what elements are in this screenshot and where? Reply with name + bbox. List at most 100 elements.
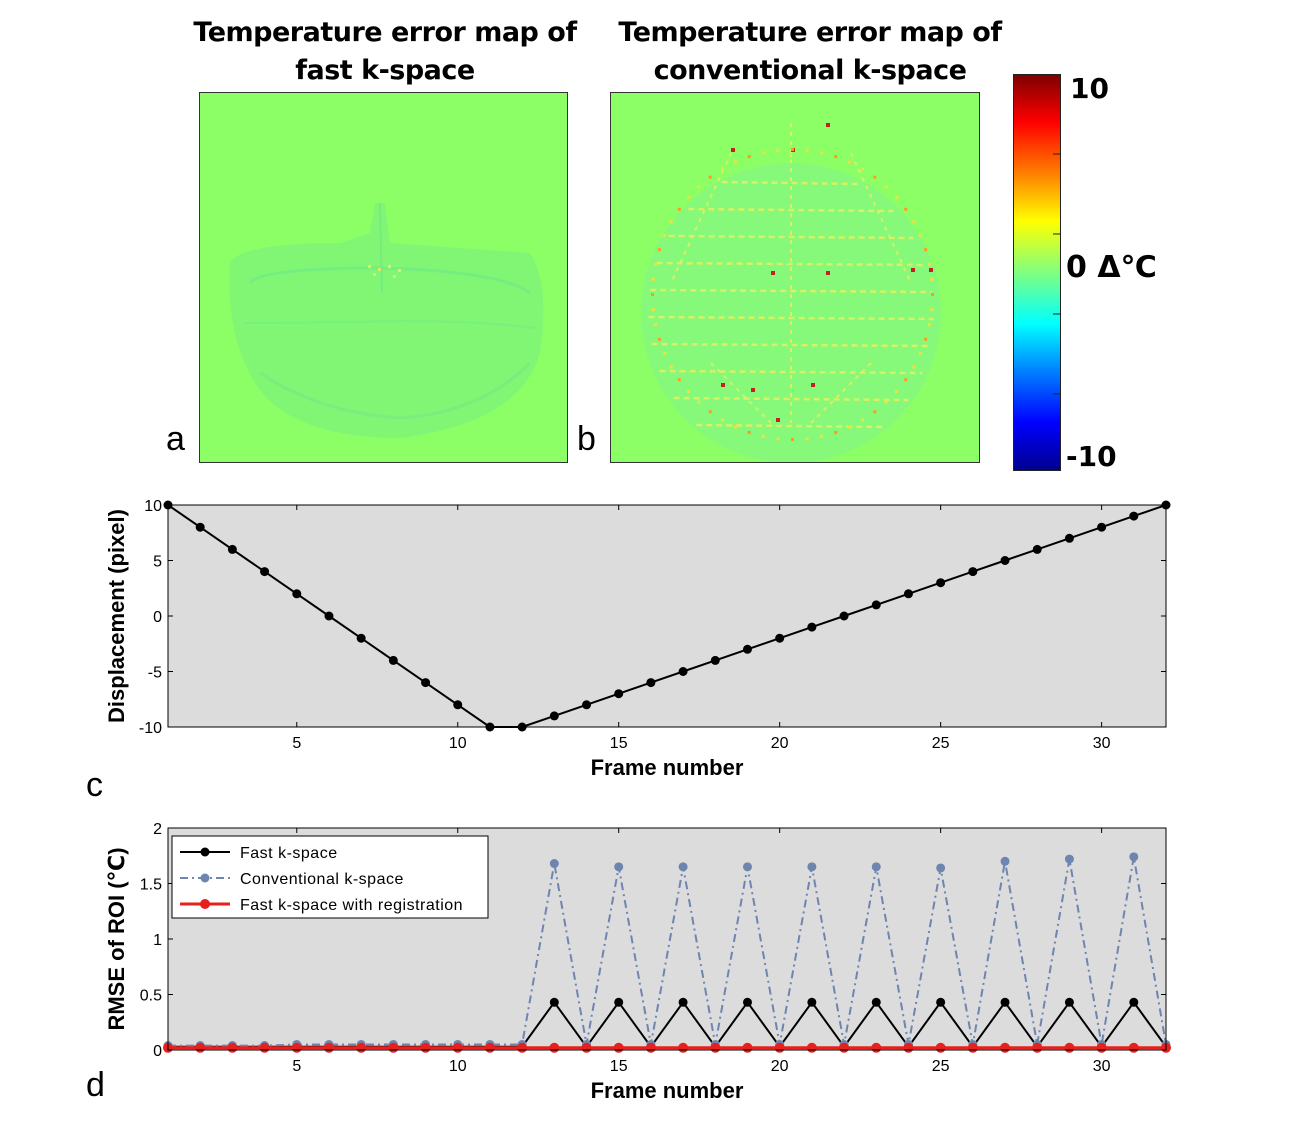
colorbar bbox=[1013, 74, 1061, 471]
panel-a-letter: a bbox=[166, 420, 185, 458]
data-point bbox=[1129, 997, 1139, 1007]
map-b-title-line1: Temperature error map of bbox=[618, 17, 1002, 48]
y-tick-label: -5 bbox=[148, 665, 162, 682]
data-point bbox=[935, 1042, 946, 1053]
data-point bbox=[774, 1042, 785, 1053]
y-tick-label: 0 bbox=[153, 1043, 162, 1060]
data-point bbox=[1032, 1042, 1043, 1053]
plot-area bbox=[168, 505, 1166, 727]
colorbar-max-label: 10 bbox=[1070, 72, 1109, 105]
data-point bbox=[356, 1042, 367, 1053]
data-point bbox=[936, 578, 946, 588]
data-point bbox=[742, 862, 752, 872]
data-point bbox=[614, 862, 624, 872]
data-point bbox=[614, 689, 624, 699]
data-point bbox=[1129, 852, 1139, 862]
x-tick-label: 25 bbox=[932, 735, 950, 752]
chart-d: 5 10 15 20 25 30 0 0.5 1 1.5 2 Frame number RMSE of … bbox=[104, 821, 1171, 1103]
data-point bbox=[388, 655, 398, 665]
legend-marker-0 bbox=[200, 847, 210, 857]
data-point bbox=[742, 644, 752, 654]
x-tick-label: 20 bbox=[771, 1058, 789, 1075]
legend-label-1: Conventional k-space bbox=[240, 871, 404, 888]
data-point bbox=[646, 678, 656, 688]
data-point bbox=[324, 611, 334, 621]
y-tick-label: 2 bbox=[153, 821, 162, 838]
data-point bbox=[742, 997, 752, 1007]
data-point bbox=[549, 711, 559, 721]
data-point bbox=[613, 1042, 624, 1053]
data-point bbox=[839, 1042, 850, 1053]
data-point bbox=[1000, 856, 1010, 866]
plot-frame bbox=[167, 504, 1167, 728]
data-point bbox=[1064, 997, 1074, 1007]
data-point bbox=[195, 522, 205, 532]
panel-b-letter: b bbox=[577, 420, 596, 458]
legend-marker-2 bbox=[200, 899, 210, 909]
data-point bbox=[517, 1042, 528, 1053]
x-axis-label: Frame number bbox=[591, 755, 744, 780]
colorbar-ticks bbox=[1053, 153, 1061, 395]
data-point bbox=[807, 862, 817, 872]
data-point bbox=[1000, 1042, 1011, 1053]
y-tick-label: 0 bbox=[153, 609, 162, 626]
y-tick-label: 0.5 bbox=[140, 988, 162, 1005]
series-line-0 bbox=[167, 504, 1167, 728]
legend-marker-1 bbox=[200, 873, 210, 883]
data-point bbox=[806, 1042, 817, 1053]
x-tick-label: 10 bbox=[449, 1058, 467, 1075]
data-point bbox=[871, 997, 881, 1007]
data-point bbox=[614, 997, 624, 1007]
map-b-title-line2: conventional k-space bbox=[653, 55, 967, 86]
legend-label-2: Fast k-space with registration bbox=[240, 897, 463, 914]
x-tick-label: 10 bbox=[449, 735, 467, 752]
data-point bbox=[227, 1042, 238, 1053]
x-tick-label: 5 bbox=[292, 1058, 301, 1075]
data-point bbox=[452, 1042, 463, 1053]
data-point bbox=[678, 667, 688, 676]
y-axis-label: Displacement (pixel) bbox=[104, 509, 129, 723]
data-point bbox=[1064, 533, 1074, 543]
data-point bbox=[356, 633, 366, 643]
panel-c-letter: c bbox=[86, 766, 103, 804]
data-point bbox=[710, 655, 720, 665]
colorbar-min-label: -10 bbox=[1066, 440, 1117, 473]
data-point bbox=[903, 589, 913, 599]
data-point bbox=[549, 1042, 560, 1053]
data-point bbox=[291, 1042, 302, 1053]
map-b-title: Temperature error map of conventional k-… bbox=[595, 14, 1025, 90]
data-point bbox=[871, 1042, 882, 1053]
x-tick-label: 30 bbox=[1093, 1058, 1111, 1075]
error-map-fast-image bbox=[200, 93, 567, 462]
data-point bbox=[678, 997, 688, 1007]
legend-label-0: Fast k-space bbox=[240, 845, 338, 862]
error-map-fast bbox=[199, 92, 568, 463]
x-tick-label: 20 bbox=[771, 735, 789, 752]
plot-frame bbox=[167, 827, 1167, 1051]
x-tick-label: 30 bbox=[1093, 735, 1111, 752]
error-map-conventional bbox=[610, 92, 980, 463]
data-point bbox=[1000, 997, 1010, 1007]
data-point bbox=[871, 600, 881, 610]
data-point bbox=[645, 1042, 656, 1053]
data-point bbox=[775, 633, 785, 643]
data-point bbox=[807, 622, 817, 632]
data-point bbox=[1032, 544, 1042, 554]
y-axis-label: RMSE of ROI (℃) bbox=[104, 847, 129, 1030]
x-tick-label: 5 bbox=[292, 735, 301, 752]
chart-c: 5 10 15 20 25 30 -10 -5 0 5 10 Frame number Displace… bbox=[104, 498, 1171, 780]
data-point bbox=[807, 997, 817, 1007]
colorbar-mid-label: 0 Δ℃ bbox=[1066, 250, 1157, 285]
data-point bbox=[582, 700, 592, 710]
y-tick-label: -10 bbox=[139, 720, 162, 737]
data-point bbox=[227, 544, 237, 554]
data-point bbox=[1097, 522, 1107, 532]
y-tick-label: 1.5 bbox=[140, 877, 162, 894]
y-tick-label: 10 bbox=[144, 498, 162, 515]
data-point bbox=[1064, 1042, 1075, 1053]
x-tick-label: 25 bbox=[932, 1058, 950, 1075]
data-point bbox=[259, 1042, 270, 1053]
data-point bbox=[549, 859, 559, 869]
data-point bbox=[292, 589, 302, 599]
